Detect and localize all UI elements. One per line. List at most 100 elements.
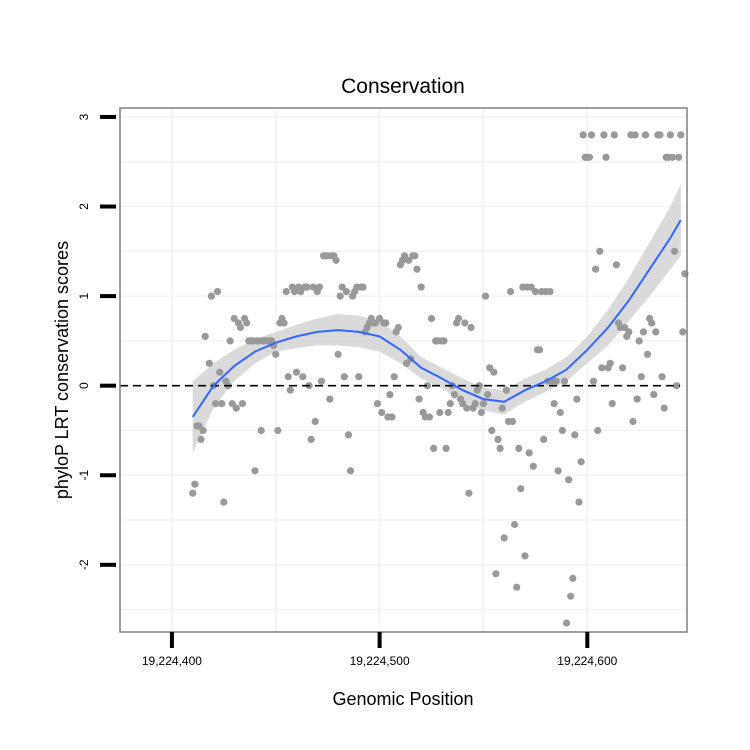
data-point [540,435,548,443]
data-point [600,131,608,139]
data-point [454,314,463,323]
data-point [567,592,575,600]
data-point [619,364,627,372]
data-point [670,247,679,255]
data-point [550,400,558,408]
data-point [569,574,577,582]
data-point [556,408,564,417]
data-point [292,368,301,376]
data-point [195,422,203,430]
data-point [612,261,621,269]
data-point [355,373,363,381]
data-point [465,489,473,497]
data-point [411,252,419,260]
data-point [631,131,639,139]
y-tick-label: 2 [77,203,91,210]
data-point [191,480,199,488]
data-point [299,373,307,381]
data-point [589,377,598,385]
x-tick-label: 19,224,400 [142,654,202,668]
data-point [394,323,402,332]
data-point [666,131,675,139]
x-axis-ticks: 19,224,400 19,224,500 19,224,600 [142,632,618,668]
data-point [587,131,596,139]
y-tick-label: 3 [77,113,91,120]
data-point [475,382,483,390]
data-point [471,400,479,408]
data-point [376,314,384,323]
data-point [506,288,515,296]
data-point [388,413,396,421]
data-point [513,583,521,591]
data-point [440,337,448,345]
data-point [529,462,537,470]
data-point [274,426,282,435]
data-point [552,377,560,385]
data-point [214,288,222,296]
data-point [311,417,319,426]
data-point [635,337,643,345]
data-point [211,400,220,408]
data-point [390,373,398,381]
data-points-layer [189,131,689,627]
data-point [633,395,641,403]
data-point [436,408,444,417]
data-point [238,400,247,408]
data-point [479,400,488,408]
data-point [535,346,544,354]
data-point [450,391,458,399]
data-point [575,498,583,506]
data-point [220,498,228,506]
data-point [282,288,290,296]
data-point [338,283,346,291]
data-point [606,359,614,367]
data-point [675,153,683,161]
data-point [444,408,452,417]
data-point [461,319,469,327]
data-point [340,373,348,381]
data-point [531,288,540,296]
data-point [525,449,533,457]
data-point [342,288,350,296]
data-point [554,467,562,475]
data-point [442,444,450,452]
data-point [232,404,240,412]
x-tick-label: 19,224,500 [350,654,410,668]
data-point [201,332,209,340]
data-point [427,314,436,323]
data-point [490,368,498,376]
data-point [199,426,207,435]
data-point [502,386,510,394]
data-point [382,319,390,327]
data-point [558,426,567,435]
chart-title: Conservation [341,75,465,98]
data-point [243,319,251,327]
data-point [592,265,600,273]
data-point [677,131,685,139]
data-point [332,256,340,264]
data-point [660,404,668,412]
data-point [594,426,602,435]
data-point [508,417,517,426]
data-point [496,444,504,452]
data-point [598,364,606,372]
data-point [498,404,506,412]
data-point [639,328,648,336]
data-point [467,323,475,332]
data-point [596,247,604,255]
data-point [413,265,421,273]
data-point [197,435,205,443]
data-point [484,391,492,399]
data-point [643,350,652,358]
data-point [386,391,394,399]
data-point [286,386,294,394]
data-point [650,391,658,399]
data-point [577,458,585,466]
data-point [610,131,618,139]
data-point [573,395,581,403]
x-tick-label: 19,224,600 [557,654,617,668]
data-point [218,400,226,408]
data-point [280,319,288,327]
data-point [403,359,411,367]
